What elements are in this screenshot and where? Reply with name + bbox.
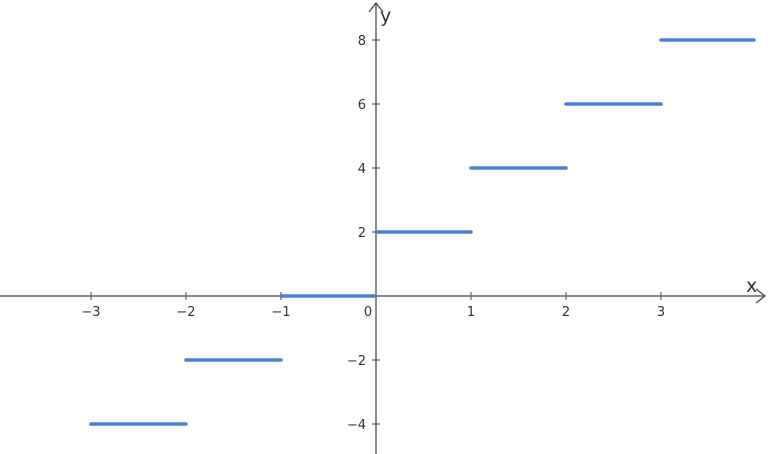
x-tick-label: −3 xyxy=(81,305,100,320)
x-axis-label: x xyxy=(746,275,757,297)
y-tick-label: 4 xyxy=(358,162,366,177)
y-tick-label: 6 xyxy=(358,98,366,113)
y-axis-arrow xyxy=(368,2,384,13)
y-tick-label: −2 xyxy=(347,354,366,369)
x-axis-arrow xyxy=(755,288,766,304)
x-tick-label: 2 xyxy=(562,305,570,320)
y-axis-label: y xyxy=(380,5,391,27)
y-tick-label: −4 xyxy=(347,418,366,433)
tick-marks xyxy=(90,39,662,425)
data-series xyxy=(89,38,756,426)
y-tick-label: 2 xyxy=(358,226,366,241)
y-tick-label: 8 xyxy=(358,34,366,49)
x-tick-label: −1 xyxy=(271,305,290,320)
x-tick-label: −2 xyxy=(176,305,195,320)
x-tick-label: 3 xyxy=(657,305,665,320)
x-tick-label: 1 xyxy=(467,305,475,320)
x-tick-label: 0 xyxy=(364,305,372,320)
